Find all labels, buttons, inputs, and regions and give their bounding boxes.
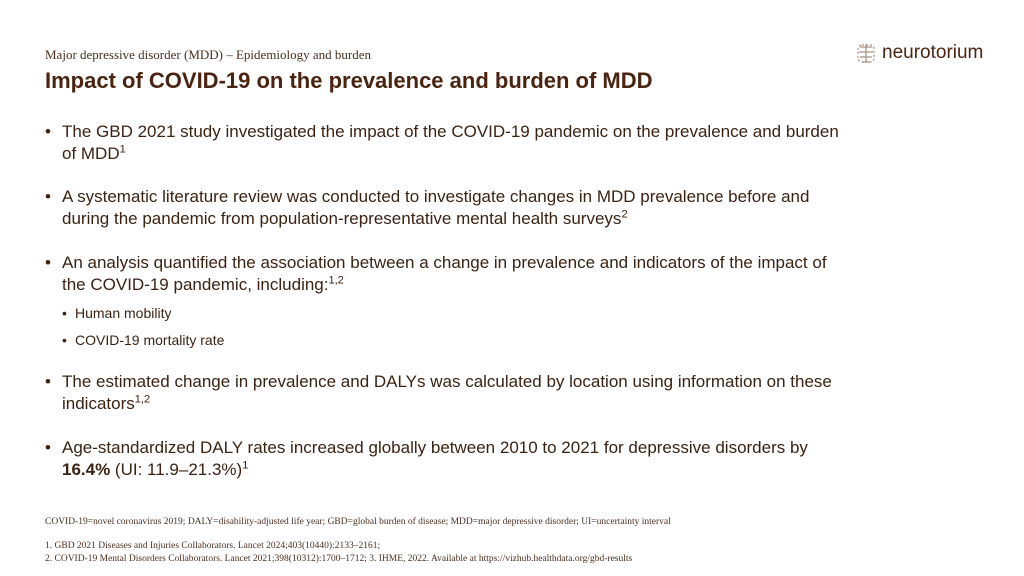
sub-bullet: COVID-19 mortality rate (62, 332, 224, 348)
bullet-3: An analysis quantified the association b… (45, 252, 842, 296)
logo: neurotorium (856, 42, 983, 64)
abbreviations: COVID-19=novel coronavirus 2019; DALY=di… (45, 517, 671, 527)
reference-1: 1. GBD 2021 Diseases and Injuries Collab… (45, 541, 381, 551)
logo-text: neurotorium (882, 42, 984, 63)
page-title: Impact of COVID-19 on the prevalence and… (45, 68, 653, 93)
bullet-4: The estimated change in prevalence and D… (45, 371, 842, 415)
brain-icon (857, 44, 875, 63)
bullet-2: A systematic literature review was condu… (45, 186, 842, 230)
reference-2: 2. COVID-19 Mental Disorders Collaborato… (45, 554, 633, 564)
bullet-1: The GBD 2021 study investigated the impa… (45, 121, 842, 165)
bullet-5: Age-standardized DALY rates increased gl… (45, 437, 842, 481)
section-label: Major depressive disorder (MDD) – Epidem… (45, 47, 372, 62)
sub-bullet: Human mobility (62, 305, 171, 321)
